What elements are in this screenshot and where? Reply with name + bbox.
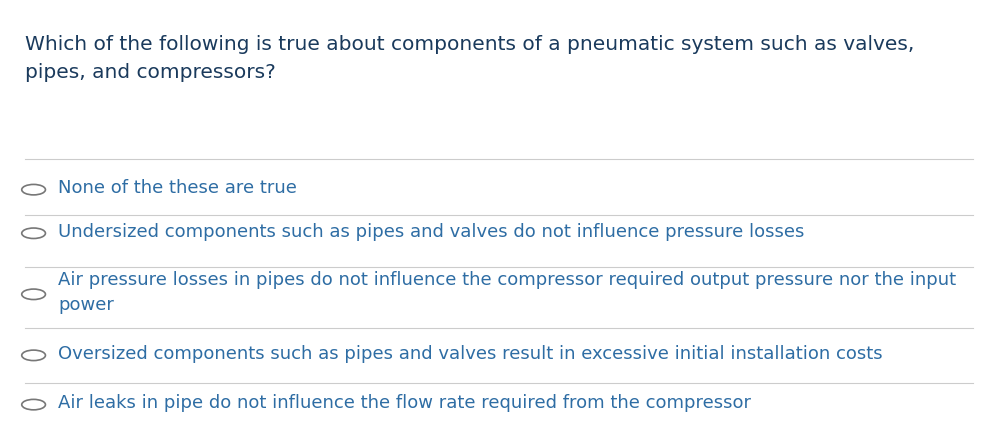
Text: Oversized components such as pipes and valves result in excessive initial instal: Oversized components such as pipes and v… [58, 344, 883, 363]
Text: Air leaks in pipe do not influence the flow rate required from the compressor: Air leaks in pipe do not influence the f… [58, 394, 751, 412]
Text: Undersized components such as pipes and valves do not influence pressure losses: Undersized components such as pipes and … [58, 222, 804, 241]
Text: Which of the following is true about components of a pneumatic system such as va: Which of the following is true about com… [25, 35, 914, 82]
Text: Air pressure losses in pipes do not influence the compressor required output pre: Air pressure losses in pipes do not infl… [58, 271, 956, 314]
Text: None of the these are true: None of the these are true [58, 179, 297, 197]
